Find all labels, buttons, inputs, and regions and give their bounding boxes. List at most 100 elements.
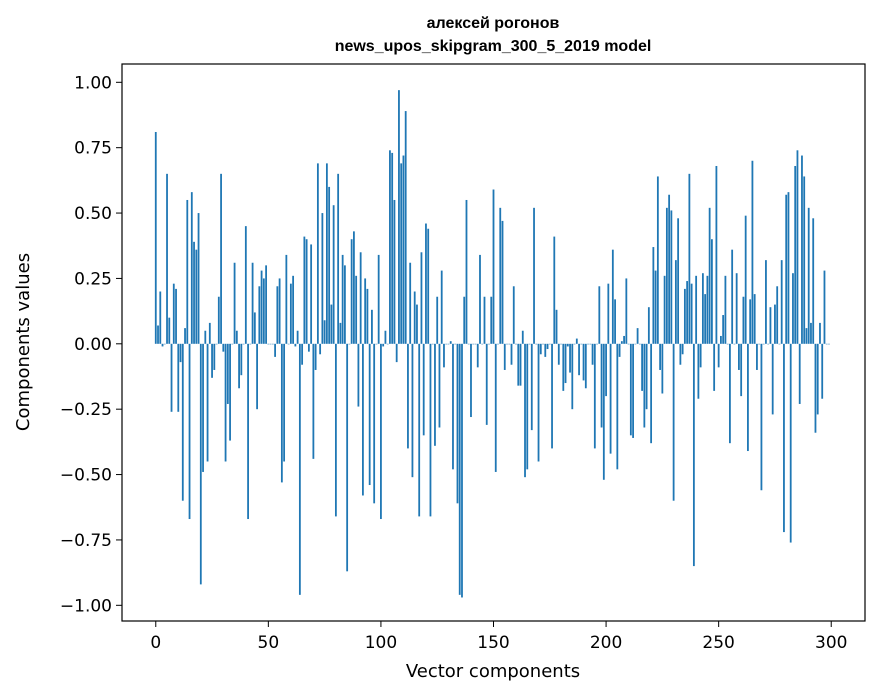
bar [670, 210, 673, 344]
x-axis-label: Vector components [406, 661, 580, 682]
bar [429, 343, 432, 517]
bar [319, 343, 322, 355]
bar [515, 343, 517, 345]
bar [456, 343, 459, 504]
bar [465, 199, 468, 344]
bar [627, 343, 630, 345]
bar [618, 343, 621, 357]
bar [819, 322, 821, 344]
bar [591, 343, 594, 365]
bar [580, 343, 583, 345]
bar [233, 262, 236, 344]
bar [620, 341, 623, 344]
bar [416, 304, 418, 344]
bar [280, 343, 283, 483]
bar [697, 343, 700, 399]
bar [229, 343, 231, 441]
bar [805, 328, 808, 344]
bar [731, 249, 734, 344]
bar [409, 262, 412, 344]
bar [366, 288, 369, 344]
bar [179, 343, 182, 363]
bar [350, 239, 353, 344]
bar [506, 343, 508, 345]
bar [307, 343, 310, 352]
bar [380, 343, 382, 520]
bar [582, 343, 585, 381]
bar [528, 343, 531, 345]
bar [199, 343, 202, 585]
bar [652, 247, 655, 344]
bar [551, 343, 553, 449]
bar [677, 218, 680, 344]
bar [701, 273, 704, 344]
bar [587, 343, 589, 345]
bar [683, 288, 686, 344]
bar [557, 343, 560, 365]
chart-title-line-2: news_upos_skipgram_300_5_2019 model [335, 38, 652, 55]
bar [490, 296, 493, 344]
bar [344, 265, 346, 344]
y-tick-label: 0.00 [74, 335, 112, 355]
bar [301, 343, 304, 365]
bar [154, 131, 157, 344]
bar [181, 343, 184, 501]
bar [542, 343, 544, 345]
bar [271, 343, 274, 345]
bar [566, 343, 569, 347]
bar [753, 294, 756, 344]
bar [411, 343, 414, 478]
bar [242, 343, 245, 345]
bar [389, 150, 391, 344]
bar [168, 317, 171, 344]
bar [787, 192, 790, 344]
bar [803, 176, 806, 344]
bar [521, 330, 524, 344]
bar [224, 343, 227, 462]
bar [575, 338, 578, 344]
bar [625, 278, 628, 344]
bar [296, 330, 299, 344]
bar [744, 215, 747, 344]
bar [814, 343, 817, 433]
bar [159, 291, 162, 344]
bar [553, 236, 556, 344]
bar [715, 165, 718, 344]
bar [661, 343, 664, 394]
bar [690, 283, 693, 344]
y-tick-label: 0.25 [74, 269, 112, 289]
bar [186, 199, 189, 344]
bar [440, 270, 443, 344]
bar [334, 343, 337, 517]
bar [519, 343, 522, 386]
bar [810, 322, 812, 344]
bar [530, 343, 533, 431]
bar [598, 286, 601, 344]
bar [562, 343, 565, 391]
bar [310, 244, 313, 344]
bar [560, 343, 562, 345]
bar [650, 343, 653, 444]
bar [665, 207, 668, 344]
bar [729, 343, 731, 444]
bar [512, 286, 515, 344]
bar [328, 186, 331, 344]
bar [208, 322, 211, 344]
bar [393, 199, 396, 344]
x-tick-label: 150 [477, 633, 509, 653]
y-axis-label: Components values [13, 253, 34, 431]
bar [616, 343, 619, 470]
bar [463, 296, 466, 344]
bar [769, 307, 772, 344]
bar [783, 343, 785, 533]
bar [751, 160, 754, 344]
bar [720, 335, 722, 344]
plot-frame [121, 63, 866, 622]
bar [425, 223, 427, 344]
bar [355, 275, 358, 344]
bar [316, 163, 319, 344]
bar [452, 343, 454, 470]
bar [357, 343, 360, 407]
bar [249, 343, 252, 345]
bar [821, 343, 824, 399]
